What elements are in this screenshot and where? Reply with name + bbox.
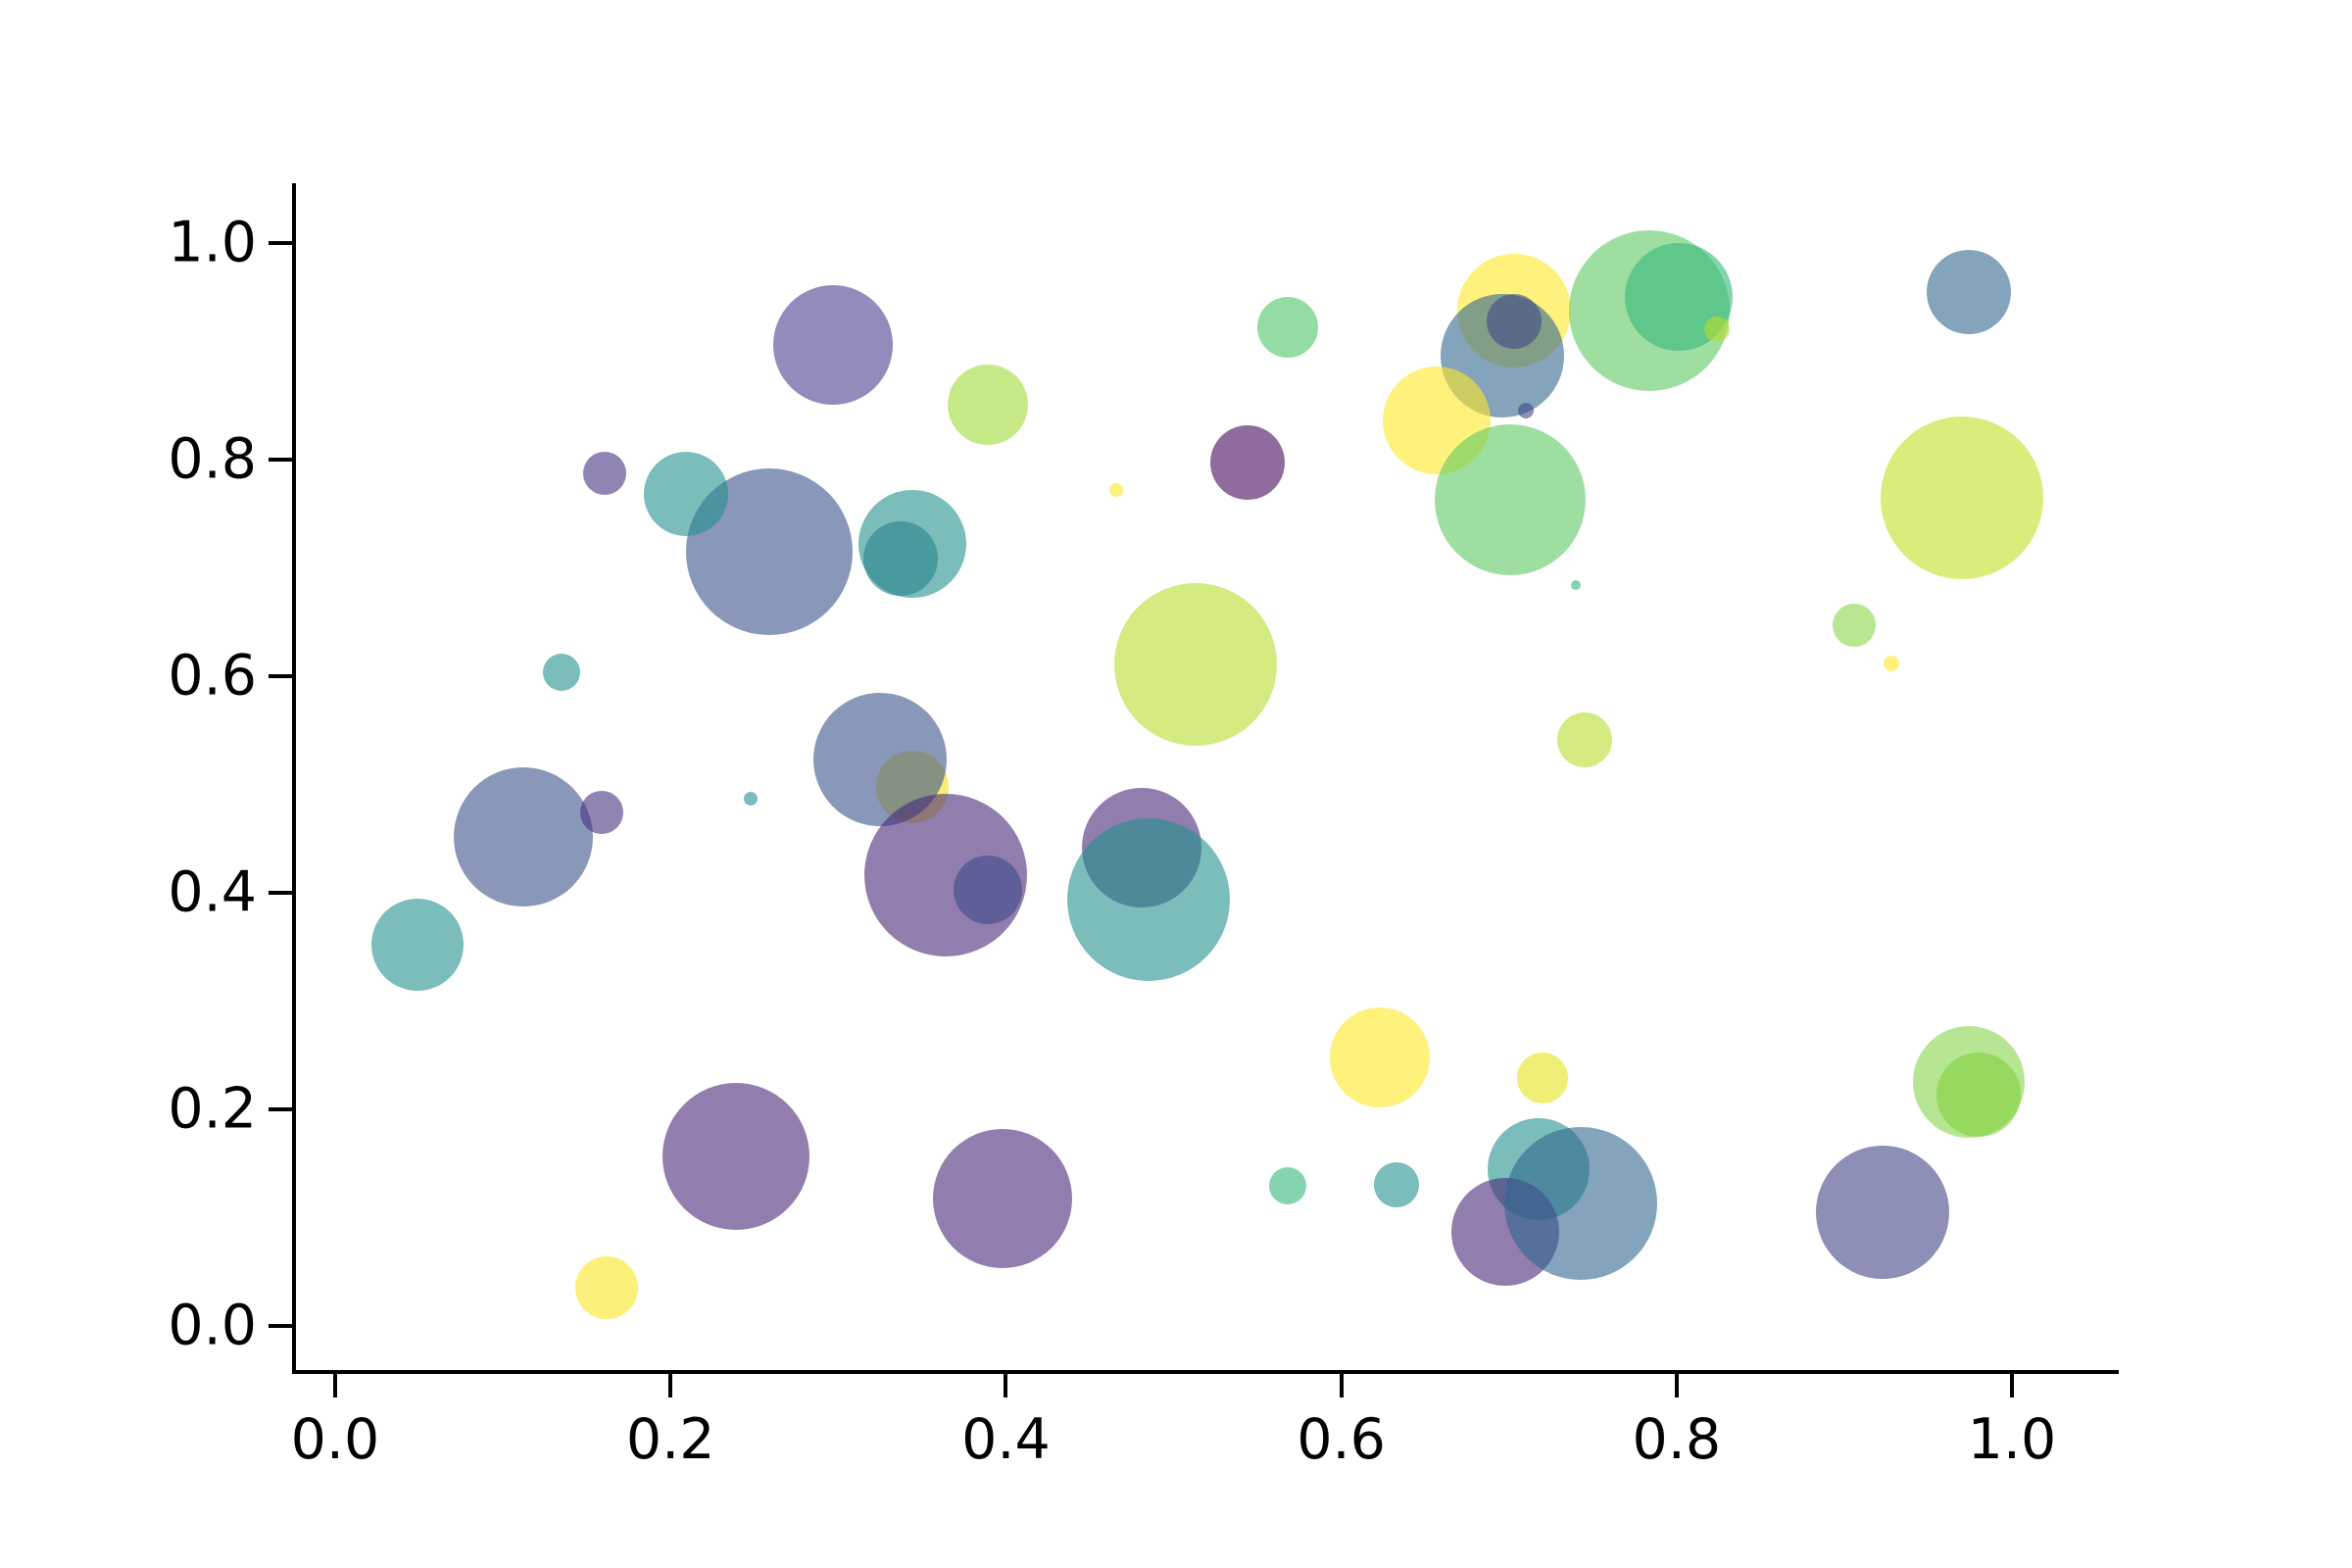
scatter-point: [1880, 416, 2043, 579]
scatter-point: [453, 766, 593, 906]
scatter-point: [1486, 293, 1542, 349]
scatter-point: [1816, 1145, 1950, 1279]
y-tick-label: 0.8: [168, 426, 257, 492]
scatter-point: [1703, 317, 1730, 343]
x-tick-label: 0.2: [625, 1407, 715, 1472]
x-tick-label: 0.8: [1632, 1407, 1722, 1472]
scatter-point: [744, 791, 759, 806]
scatter-point: [1066, 817, 1230, 981]
y-tick-label: 0.6: [168, 643, 257, 709]
scatter-point: [575, 1256, 639, 1320]
y-axis-spine: [292, 183, 296, 1374]
y-tick: [269, 241, 292, 245]
y-tick-label: 0.0: [168, 1293, 257, 1358]
y-tick: [269, 891, 292, 895]
scatter-point: [1113, 582, 1277, 746]
x-axis-spine: [292, 1370, 2119, 1374]
scatter-point: [583, 452, 627, 496]
y-tick: [269, 1107, 292, 1111]
scatter-point: [1926, 249, 2011, 334]
y-tick-label: 1.0: [168, 210, 257, 275]
scatter-point: [1833, 604, 1877, 648]
scatter-point: [1556, 712, 1612, 768]
y-tick: [269, 1324, 292, 1328]
y-tick-label: 0.2: [168, 1076, 257, 1142]
scatter-point: [542, 653, 580, 691]
scatter-point: [1571, 580, 1582, 591]
scatter-point: [1517, 403, 1534, 419]
y-tick: [269, 674, 292, 678]
x-tick: [668, 1374, 673, 1397]
x-tick: [1339, 1374, 1344, 1397]
scatter-point: [1256, 297, 1318, 359]
scatter-point: [1109, 482, 1124, 497]
scatter-point: [370, 899, 464, 992]
x-tick: [333, 1374, 337, 1397]
scatter-point: [1268, 1167, 1306, 1205]
x-tick-label: 0.0: [290, 1407, 380, 1472]
scatter-point: [1209, 425, 1285, 501]
x-tick: [1004, 1374, 1008, 1397]
x-tick-label: 1.0: [1967, 1407, 2057, 1472]
scatter-point: [643, 452, 728, 537]
x-tick-label: 0.4: [961, 1407, 1051, 1472]
scatter-point: [773, 284, 894, 405]
scatter-point: [1504, 1127, 1658, 1281]
scatter-point: [1516, 1052, 1568, 1103]
x-tick: [1674, 1374, 1679, 1397]
scatter-point: [932, 1128, 1072, 1268]
x-tick: [2010, 1374, 2014, 1397]
y-tick-label: 0.4: [168, 859, 257, 925]
scatter-point: [1883, 655, 1899, 671]
scatter-point: [947, 364, 1028, 445]
scatter-point: [1374, 1162, 1420, 1208]
scatter-point: [953, 855, 1022, 924]
scatter-point: [1936, 1052, 2021, 1137]
scatter-point: [1435, 423, 1587, 575]
x-tick-label: 0.6: [1297, 1407, 1386, 1472]
scatter-point: [862, 520, 938, 596]
scatter-point: [580, 791, 624, 835]
y-tick: [269, 458, 292, 462]
scatter-point: [662, 1082, 809, 1230]
scatter-point: [1329, 1006, 1430, 1107]
